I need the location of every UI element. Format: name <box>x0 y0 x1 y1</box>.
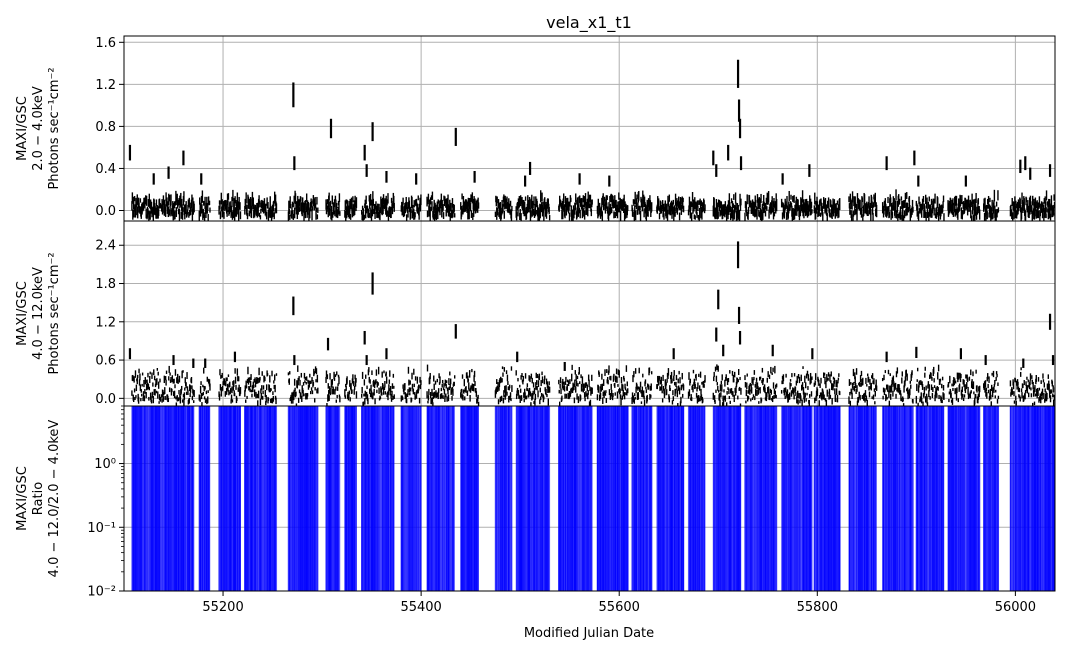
x-tick-label: 56000 <box>995 600 1036 615</box>
y-label-line: 2.0 − 4.0keV <box>31 86 46 171</box>
panel-1-grid <box>124 36 1055 221</box>
x-tick-label: 55400 <box>400 600 441 615</box>
y-tick-label: 1.2 <box>95 78 116 93</box>
y-tick-label: 10⁻¹ <box>87 521 116 536</box>
y-tick-label: 0.0 <box>95 204 116 219</box>
x-tick-label: 55200 <box>202 600 243 615</box>
panel-1-marks <box>128 59 1055 221</box>
x-ticks: 55200 55400 55600 55800 56000 <box>202 591 1036 615</box>
x-tick-label: 55800 <box>797 600 838 615</box>
y-label-line: Ratio <box>31 482 46 515</box>
y-label-line: Photons sec⁻¹cm⁻² <box>47 67 62 189</box>
y-label-line: 4.0 − 12.0/2.0 − 4.0keV <box>47 420 62 578</box>
panel-3-y-label: MAXI/GSCRatio4.0 − 12.0/2.0 − 4.0keV <box>15 420 62 578</box>
y-tick-label: 1.8 <box>95 277 116 292</box>
x-tick-label: 55600 <box>599 600 640 615</box>
panel-1: 0.0 0.4 0.8 1.2 1.6 MAXI/GSC2.0 − 4.0keVPhoto… <box>15 35 1056 222</box>
panel-2-marks <box>128 241 1055 406</box>
panel-3: 10⁻² 10⁻¹ 10⁰ MAXI/GSCRatio4.0 − 12.0/2.0 −… <box>15 405 1056 615</box>
x-axis-label: Modified Julian Date <box>524 626 654 641</box>
panel-2-y-ticks: 0.0 0.6 1.2 1.8 2.4 <box>95 239 124 407</box>
y-tick-label: 0.0 <box>95 392 116 407</box>
panel-1-y-label: MAXI/GSC2.0 − 4.0keVPhotons sec⁻¹cm⁻² <box>15 67 62 189</box>
y-label-line: MAXI/GSC <box>15 466 30 531</box>
y-tick-label: 1.6 <box>95 36 116 51</box>
panel-2-grid <box>124 221 1055 406</box>
y-tick-label: 0.8 <box>95 120 116 135</box>
panel-3-y-ticks: 10⁻² 10⁻¹ 10⁰ <box>87 405 124 600</box>
y-tick-label: 0.4 <box>95 162 116 177</box>
y-tick-label: 2.4 <box>95 239 116 254</box>
y-tick-label: 1.2 <box>95 315 116 330</box>
y-label-line: MAXI/GSC <box>15 281 30 346</box>
panel-1-frame <box>123 35 1056 222</box>
panel-3-marks <box>131 406 1055 591</box>
panel-3-frame <box>123 405 1056 592</box>
y-label-line: 4.0 − 12.0keV <box>31 267 46 360</box>
chart-title: vela_x1_t1 <box>546 13 632 33</box>
panel-2: 0.0 0.6 1.2 1.8 2.4 MAXI/GSC4.0 − 12.0keVPhot… <box>15 220 1056 407</box>
y-label-line: MAXI/GSC <box>15 96 30 161</box>
y-label-line: Photons sec⁻¹cm⁻² <box>47 252 62 374</box>
y-tick-label: 10⁰ <box>94 457 116 472</box>
panel-1-y-ticks: 0.0 0.4 0.8 1.2 1.6 <box>95 36 124 219</box>
y-tick-label: 10⁻² <box>87 585 116 600</box>
y-tick-label: 0.6 <box>95 354 116 369</box>
panel-2-y-label: MAXI/GSC4.0 − 12.0keVPhotons sec⁻¹cm⁻² <box>15 252 62 374</box>
